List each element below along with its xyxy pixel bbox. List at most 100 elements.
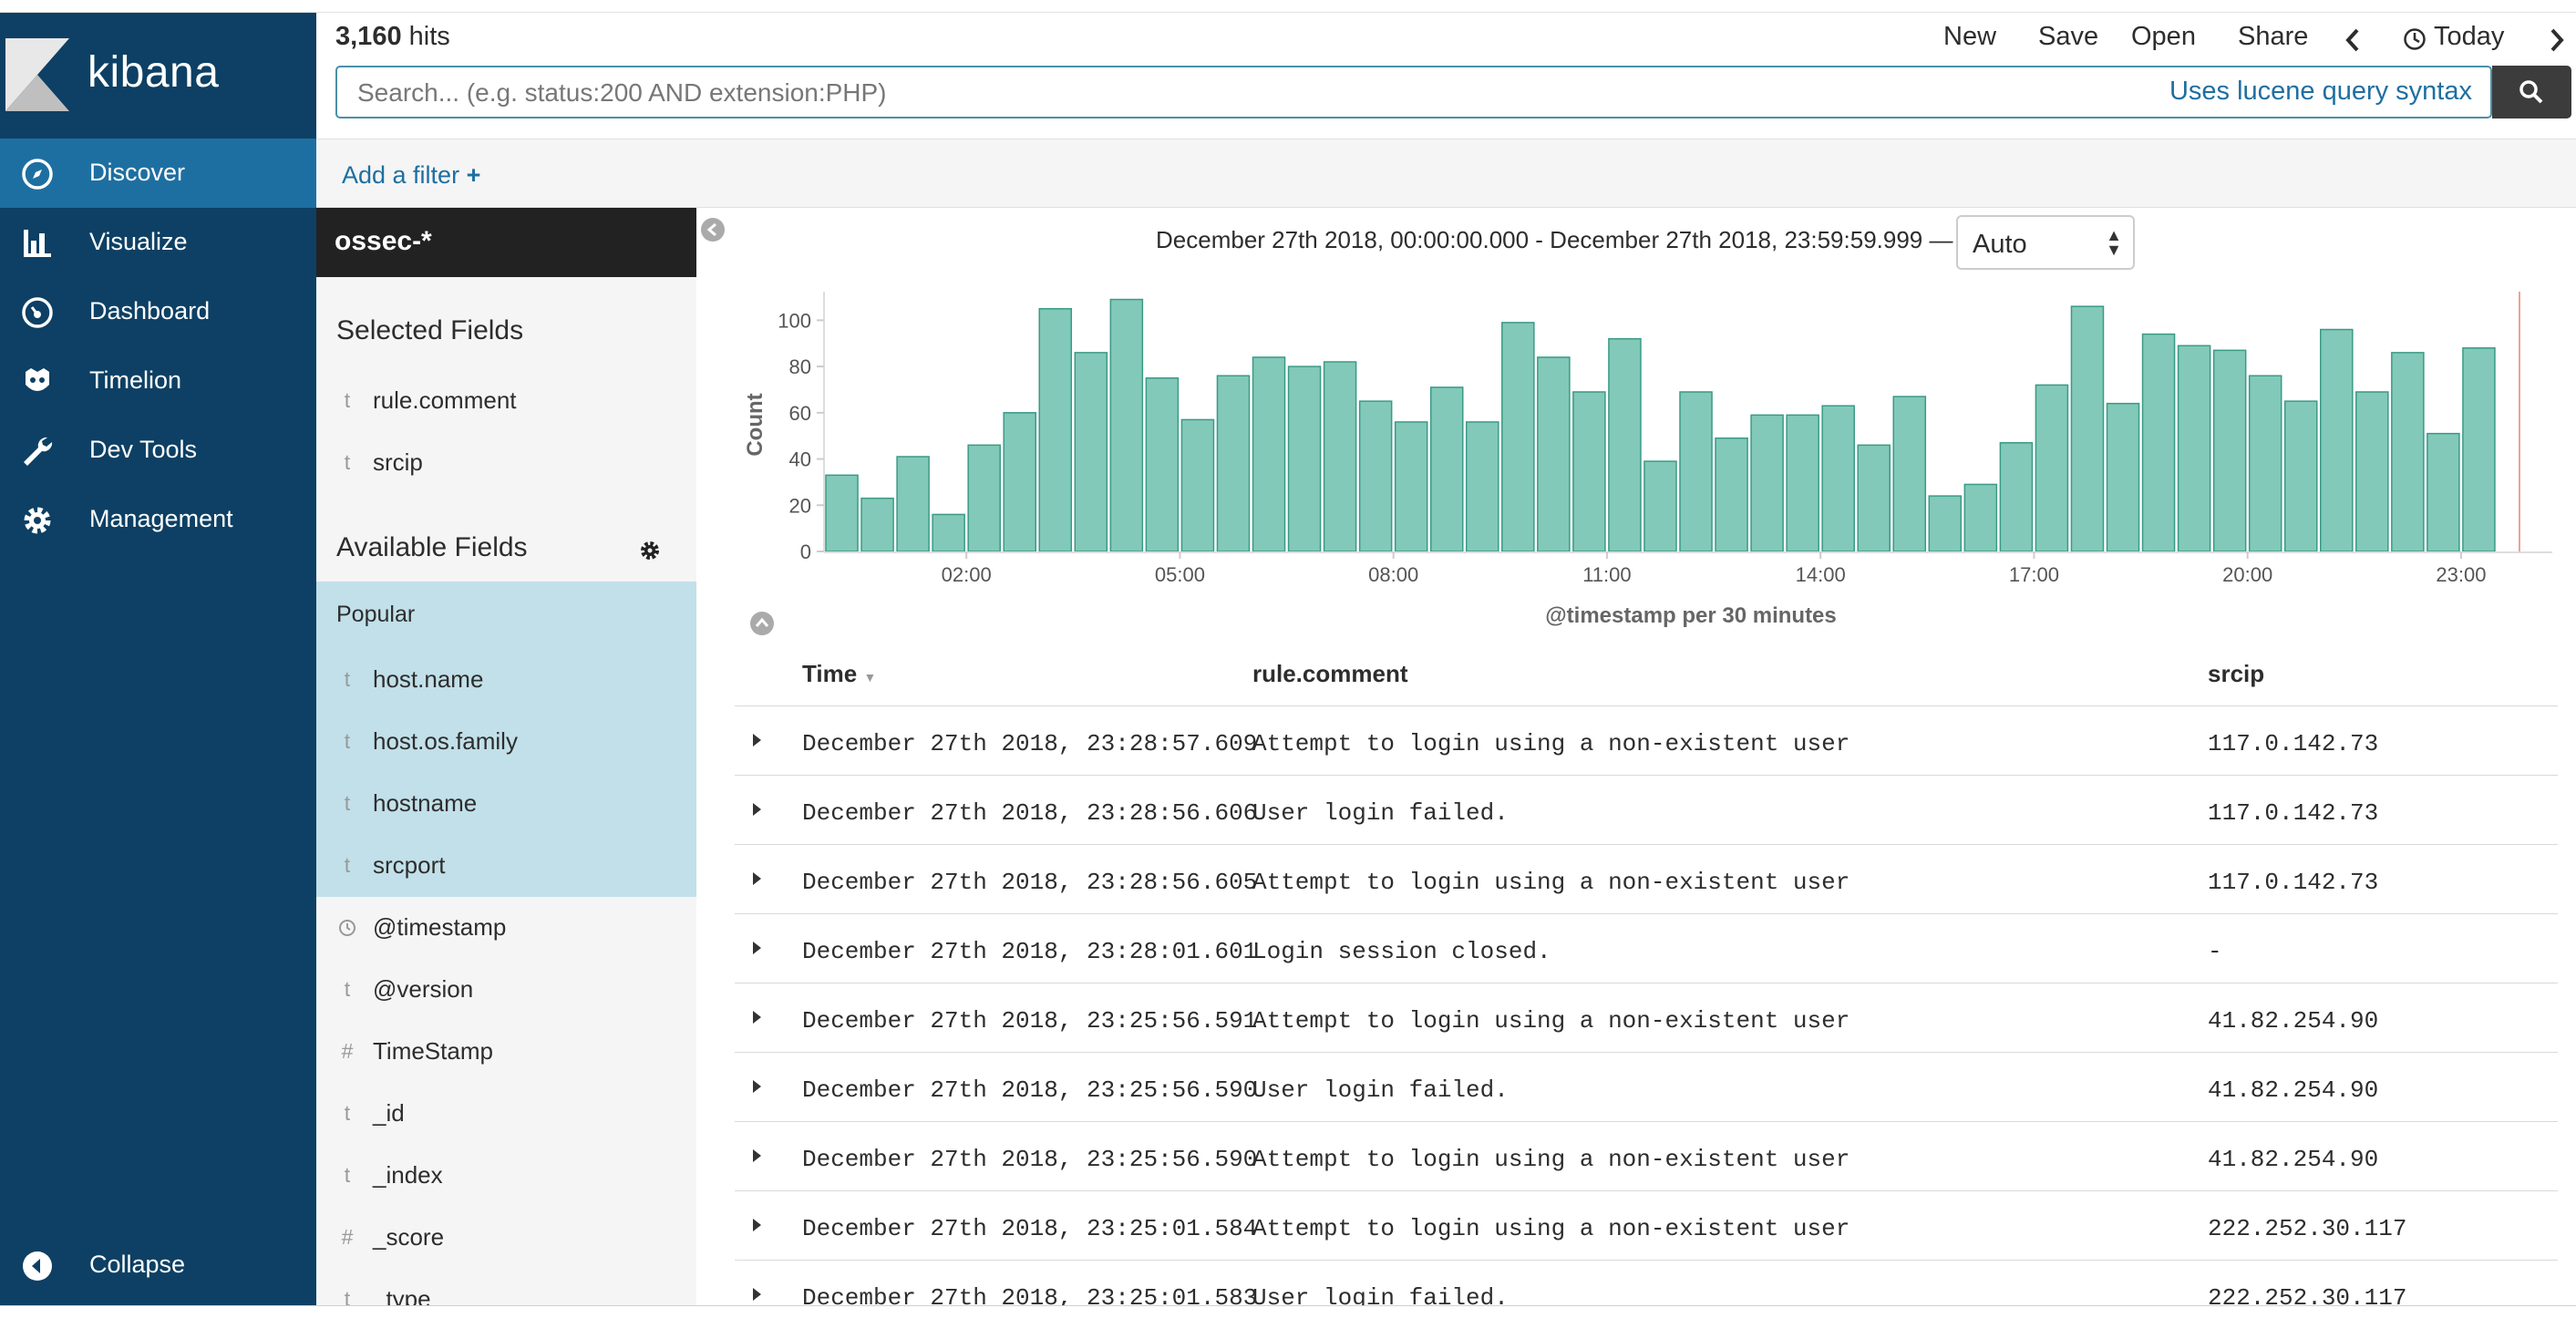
field-item[interactable]: t _id xyxy=(316,1083,696,1145)
histogram-bar xyxy=(1074,352,1108,552)
nav-item-timelion[interactable]: Timelion xyxy=(0,346,316,416)
expand-row-icon[interactable] xyxy=(753,1219,761,1231)
interval-select[interactable]: Auto ▲ ▼ xyxy=(1956,215,2135,270)
nav-label: Collapse xyxy=(89,1251,186,1278)
open-button[interactable]: Open xyxy=(2131,22,2196,51)
sort-desc-icon[interactable]: ▼ xyxy=(863,670,877,685)
field-item[interactable]: t host.os.family xyxy=(316,711,696,773)
y-tick-label: 20 xyxy=(789,494,811,517)
field-item[interactable]: t @version xyxy=(316,959,696,1021)
nav-collapse-button[interactable]: Collapse xyxy=(0,1230,316,1300)
add-filter-button[interactable]: Add a filter + xyxy=(342,161,480,190)
histogram-bar xyxy=(1466,421,1499,552)
save-button[interactable]: Save xyxy=(2038,22,2099,51)
histogram-bar xyxy=(2212,349,2247,552)
table-row[interactable]: December 27th 2018, 23:28:56.605 Attempt… xyxy=(735,844,2558,913)
popular-title: Popular xyxy=(336,602,416,627)
expand-row-icon[interactable] xyxy=(753,1080,761,1093)
histogram-bar xyxy=(1038,307,1073,552)
y-axis: 0 20 40 60 80 100 xyxy=(778,292,825,563)
cell-time: December 27th 2018, 23:28:56.606 xyxy=(802,799,1258,827)
index-pattern-selector[interactable]: ossec-* xyxy=(316,208,696,277)
expand-row-icon[interactable] xyxy=(753,1288,761,1301)
expand-row-icon[interactable] xyxy=(753,803,761,816)
expand-row-icon[interactable] xyxy=(753,1011,761,1024)
kibana-logo[interactable]: kibana xyxy=(0,13,316,140)
search-input[interactable] xyxy=(357,75,2089,111)
collapse-sidebar-icon[interactable] xyxy=(700,217,726,242)
nav-item-discover[interactable]: Discover xyxy=(0,139,316,208)
histogram-bar xyxy=(1608,337,1642,552)
cell-srcip: 41.82.254.90 xyxy=(2208,1146,2379,1173)
field-name: _id xyxy=(373,1099,405,1127)
field-item[interactable]: # TimeStamp xyxy=(316,1021,696,1083)
histogram-bar xyxy=(1999,442,2034,552)
x-tick-label: 05:00 xyxy=(1155,563,1205,586)
histogram-bar xyxy=(1394,421,1428,552)
column-header-rule-comment[interactable]: rule.comment xyxy=(1252,660,1408,687)
share-button[interactable]: Share xyxy=(2238,22,2309,51)
table-row[interactable]: December 27th 2018, 23:28:01.601 Login s… xyxy=(735,913,2558,983)
x-tick-label: 17:00 xyxy=(2009,563,2059,586)
table-row[interactable]: December 27th 2018, 23:28:57.609 Attempt… xyxy=(735,705,2558,775)
cell-comment: User login failed. xyxy=(1252,1076,1509,1104)
table-row[interactable]: December 27th 2018, 23:25:56.590 Attempt… xyxy=(735,1121,2558,1190)
expand-row-icon[interactable] xyxy=(753,734,761,747)
field-type-icon: t xyxy=(344,729,351,753)
table-row[interactable]: December 27th 2018, 23:25:01.584 Attempt… xyxy=(735,1190,2558,1260)
field-item[interactable]: t srcip xyxy=(316,432,696,494)
column-header-time[interactable]: Time ▼ xyxy=(802,660,876,688)
table-row[interactable]: December 27th 2018, 23:25:56.591 Attempt… xyxy=(735,983,2558,1052)
field-item[interactable]: t host.name xyxy=(316,649,696,711)
next-range-icon[interactable] xyxy=(2549,27,2565,53)
field-type-icon: t xyxy=(344,977,351,1001)
nav-item-dev-tools[interactable]: Dev Tools xyxy=(0,416,316,485)
expand-row-icon[interactable] xyxy=(753,942,761,954)
field-item[interactable]: t hostname xyxy=(316,773,696,835)
cell-time: December 27th 2018, 23:28:01.601 xyxy=(802,938,1258,965)
table-row[interactable]: December 27th 2018, 23:25:56.590 User lo… xyxy=(735,1052,2558,1121)
histogram-bar xyxy=(1643,460,1677,552)
histogram-bar xyxy=(2141,333,2176,552)
field-item[interactable]: t rule.comment xyxy=(316,370,696,432)
column-header-srcip[interactable]: srcip xyxy=(2208,660,2265,687)
nav-item-dashboard[interactable]: Dashboard xyxy=(0,277,316,346)
timelion-icon xyxy=(26,368,49,391)
histogram-bar xyxy=(2427,432,2460,552)
kibana-logo-icon xyxy=(5,38,69,111)
field-item[interactable]: t srcport xyxy=(316,835,696,897)
time-picker-button[interactable]: Today xyxy=(2434,22,2505,51)
field-item[interactable]: t _index xyxy=(316,1145,696,1207)
expand-row-icon[interactable] xyxy=(753,1149,761,1162)
new-button[interactable]: New xyxy=(1943,22,1997,51)
field-settings-gear-icon[interactable] xyxy=(639,540,661,561)
expand-row-icon[interactable] xyxy=(753,872,761,885)
histogram-bar xyxy=(1252,356,1286,552)
field-item[interactable]: # _score xyxy=(316,1207,696,1269)
selected-fields-title: Selected Fields xyxy=(336,315,524,345)
field-type-icon: t xyxy=(344,388,351,412)
nav-item-visualize[interactable]: Visualize xyxy=(0,208,316,277)
field-name: srcip xyxy=(373,448,423,476)
field-item[interactable]: @timestamp xyxy=(316,897,696,959)
cell-time: December 27th 2018, 23:28:57.609 xyxy=(802,730,1258,757)
field-type-icon: t xyxy=(344,853,351,877)
nav-item-management[interactable]: Management xyxy=(0,485,316,554)
previous-range-icon[interactable] xyxy=(2344,27,2361,53)
cell-time: December 27th 2018, 23:25:56.591 xyxy=(802,1007,1258,1035)
hits-label: hits xyxy=(408,22,450,51)
clock-icon xyxy=(2404,28,2426,50)
histogram-bar xyxy=(1821,405,1855,552)
field-item[interactable]: t _type xyxy=(316,1269,696,1305)
field-sidebar: ossec-* Selected Fields t rule.comment t… xyxy=(316,208,696,1305)
histogram-bar xyxy=(860,497,894,552)
histogram-bar xyxy=(1928,495,1963,552)
search-button[interactable] xyxy=(2492,66,2571,118)
field-name: @timestamp xyxy=(373,913,507,941)
field-name: hostname xyxy=(373,789,478,817)
table-row[interactable]: December 27th 2018, 23:28:56.606 User lo… xyxy=(735,775,2558,844)
lucene-syntax-link[interactable]: Uses lucene query syntax xyxy=(2169,77,2472,106)
histogram-bar xyxy=(2283,400,2318,552)
nav-label: Dashboard xyxy=(89,297,211,324)
collapse-chart-icon[interactable] xyxy=(749,611,775,636)
